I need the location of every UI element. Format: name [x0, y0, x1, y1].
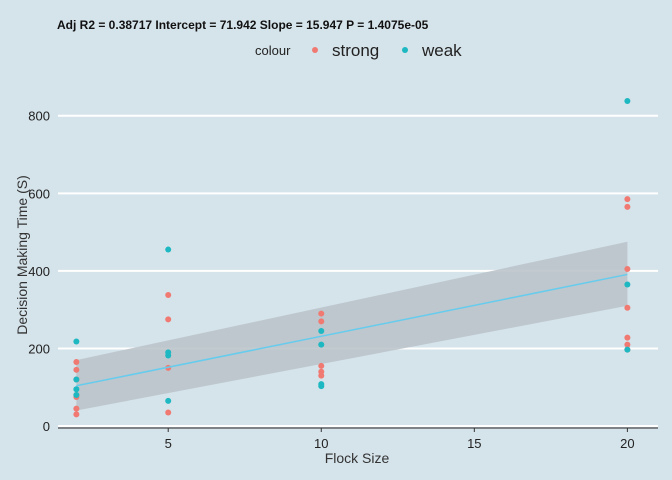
point-strong — [318, 318, 325, 325]
point-strong — [624, 334, 631, 341]
point-strong — [73, 366, 80, 373]
point-strong — [624, 196, 631, 203]
y-tick-label: 800 — [28, 109, 50, 124]
legend-key-weak — [402, 47, 408, 53]
point-weak — [165, 246, 172, 253]
point-strong — [624, 304, 631, 311]
point-weak — [165, 397, 172, 404]
legend-title: colour — [255, 43, 291, 58]
point-strong — [624, 265, 631, 272]
point-strong — [318, 368, 325, 375]
point-weak — [624, 97, 631, 104]
point-strong — [318, 362, 325, 369]
point-strong — [165, 316, 172, 323]
x-tick-label: 10 — [314, 436, 328, 451]
y-tick-label: 0 — [43, 419, 50, 434]
point-strong — [73, 411, 80, 418]
data-points — [73, 97, 631, 418]
x-tick-label: 15 — [467, 436, 481, 451]
regression-line — [76, 273, 628, 387]
point-weak — [73, 392, 80, 399]
point-weak — [624, 281, 631, 288]
y-tick-label: 600 — [28, 186, 50, 201]
point-strong — [73, 405, 80, 412]
legend-key-strong — [312, 47, 318, 53]
point-weak — [318, 341, 325, 348]
point-weak — [165, 349, 172, 356]
point-strong — [624, 203, 631, 210]
point-weak — [73, 338, 80, 345]
point-strong — [165, 291, 172, 298]
x-tick-label: 20 — [620, 436, 634, 451]
point-weak — [318, 328, 325, 335]
legend-label-strong: strong — [332, 41, 379, 60]
x-axis-label: Flock Size — [325, 450, 390, 466]
legend: colour strong weak — [255, 41, 462, 60]
y-tick-label: 200 — [28, 341, 50, 356]
point-weak — [73, 386, 80, 393]
confidence-band-area — [76, 241, 628, 411]
y-tick-label: 400 — [28, 264, 50, 279]
x-tick-label: 5 — [165, 436, 172, 451]
chart-title: Adj R2 = 0.38717 Intercept = 71.942 Slop… — [57, 18, 429, 32]
point-weak — [624, 346, 631, 353]
point-weak — [318, 381, 325, 388]
point-weak — [73, 376, 80, 383]
y-axis-label: Decision Making Time (S) — [14, 175, 30, 335]
point-strong — [624, 341, 631, 348]
legend-label-weak: weak — [421, 41, 462, 60]
point-strong — [165, 409, 172, 416]
point-strong — [318, 310, 325, 317]
confidence-band — [76, 241, 628, 411]
fit-line — [76, 273, 628, 387]
point-strong — [73, 359, 80, 366]
